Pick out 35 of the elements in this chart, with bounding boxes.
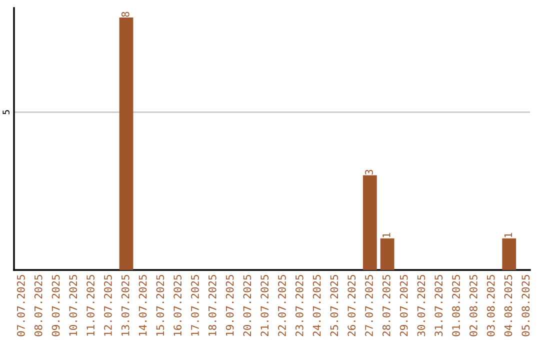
x-tick-label: 12.07.2025 [104, 275, 112, 336]
x-tick-label: 27.07.2025 [365, 275, 373, 336]
x-tick-label: 19.07.2025 [226, 275, 234, 336]
x-tick-label: 01.08.2025 [452, 275, 460, 336]
x-tick-label: 31.07.2025 [434, 275, 443, 336]
x-tick-label: 14.07.2025 [138, 275, 147, 336]
data-label: 8 [121, 12, 130, 17]
x-tick-label: 22.07.2025 [278, 275, 286, 336]
x-tick-label: 11.07.2025 [86, 275, 94, 336]
x-tick-label: 16.07.2025 [174, 275, 182, 336]
x-tick-label: 15.07.2025 [156, 275, 164, 336]
data-label: 1 [504, 232, 512, 238]
x-tick-label: 18.07.2025 [208, 275, 216, 336]
x-tick-label: 08.07.2025 [34, 275, 42, 336]
x-tick-label: 05.08.2025 [522, 275, 530, 336]
x-tick-label: 04.08.2025 [504, 275, 512, 336]
x-tick-label: 23.07.2025 [295, 275, 304, 336]
x-tick-label: 26.07.2025 [348, 275, 356, 336]
x-tick-label: 17.07.2025 [191, 275, 199, 336]
x-tick-label: 09.07.2025 [52, 275, 60, 336]
data-label: 3 [365, 170, 373, 175]
x-tick-label: 21.07.2025 [260, 275, 269, 336]
x-tick-label: 29.07.2025 [400, 275, 408, 336]
x-tick-label: 02.08.2025 [469, 275, 478, 336]
x-tick-label: 03.08.2025 [486, 275, 495, 336]
x-tick-label: 20.07.2025 [243, 275, 252, 336]
x-tick-label: 28.07.2025 [382, 275, 390, 336]
x-tick-label: 13.07.2025 [121, 275, 130, 336]
x-tick-label: 30.07.2025 [417, 275, 426, 336]
x-tick-label: 10.07.2025 [69, 275, 78, 336]
x-tick-label: 24.07.2025 [312, 275, 321, 336]
data-label: 1 [382, 232, 390, 238]
y-tick-label: 5 [2, 110, 10, 114]
x-tick-label: 25.07.2025 [330, 275, 338, 336]
x-tick-label: 07.07.2025 [17, 275, 25, 336]
